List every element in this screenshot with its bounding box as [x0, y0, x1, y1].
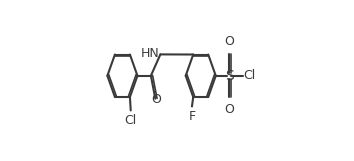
Text: Cl: Cl [125, 114, 137, 127]
Text: O: O [224, 103, 234, 116]
Text: F: F [188, 110, 195, 123]
Text: O: O [152, 93, 161, 106]
Text: S: S [225, 69, 234, 83]
Text: O: O [224, 35, 234, 48]
Text: Cl: Cl [244, 69, 256, 82]
Text: HN: HN [141, 47, 159, 60]
